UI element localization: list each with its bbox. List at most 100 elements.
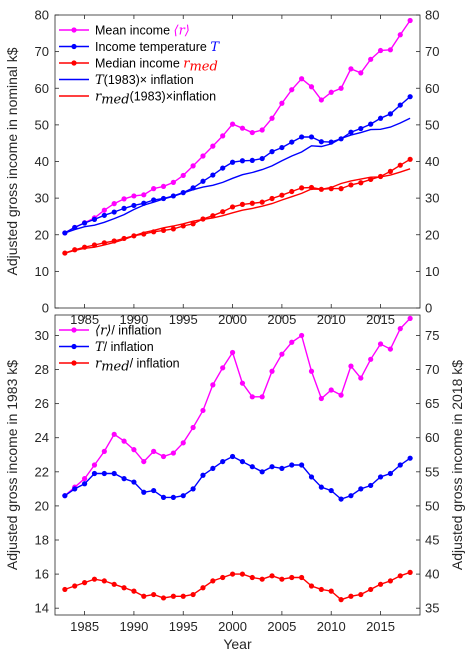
right-y-axis-label: Adjusted gross income in 2018 k$ xyxy=(449,360,465,570)
legend-swatch-marker xyxy=(71,43,77,50)
data-point xyxy=(377,47,384,54)
data-point xyxy=(289,188,295,195)
data-point xyxy=(210,382,216,388)
data-point xyxy=(131,447,137,453)
right-y-tick-label: 45 xyxy=(425,533,439,548)
y-tick-label: 14 xyxy=(35,601,49,616)
data-point xyxy=(269,573,275,579)
data-point xyxy=(249,574,255,581)
right-y-tick-label: 50 xyxy=(425,117,439,132)
data-point xyxy=(101,212,107,218)
series-4 xyxy=(64,117,411,234)
data-point xyxy=(407,17,413,24)
right-y-tick-label: 0 xyxy=(425,301,432,316)
data-point xyxy=(151,448,157,454)
data-point xyxy=(239,380,246,386)
data-point xyxy=(249,157,255,164)
data-point xyxy=(101,578,107,584)
data-point xyxy=(289,87,295,93)
x-tick-label: 2010 xyxy=(317,312,346,327)
data-point xyxy=(111,470,117,477)
data-point xyxy=(141,192,147,198)
right-y-tick-label: 75 xyxy=(425,328,439,343)
x-tick-label: 1995 xyxy=(169,619,198,634)
data-point xyxy=(308,134,315,140)
data-point xyxy=(368,482,374,489)
right-y-tick-label: 40 xyxy=(425,567,439,582)
data-point xyxy=(72,486,78,492)
data-point xyxy=(111,581,117,587)
data-point xyxy=(220,133,226,139)
data-point xyxy=(170,226,176,232)
data-point xyxy=(200,153,206,159)
data-point xyxy=(151,186,157,192)
data-point xyxy=(377,115,384,121)
data-point xyxy=(348,129,354,135)
series-3 xyxy=(62,569,413,603)
right-y-tick-label: 65 xyxy=(425,396,439,411)
right-y-tick-label: 70 xyxy=(425,44,439,59)
y-tick-label: 28 xyxy=(35,362,49,377)
data-point xyxy=(91,576,98,582)
legend-entry: Income temperature T xyxy=(95,40,220,55)
data-point xyxy=(348,182,354,188)
data-point xyxy=(249,394,255,400)
data-point xyxy=(91,470,98,477)
data-point xyxy=(318,97,324,103)
data-point xyxy=(190,486,196,492)
data-point xyxy=(308,84,315,90)
data-point xyxy=(279,192,285,198)
data-point xyxy=(229,349,236,356)
data-point xyxy=(229,159,236,165)
data-point xyxy=(328,387,334,393)
plot-frame xyxy=(54,314,421,616)
data-point xyxy=(239,125,246,131)
data-point xyxy=(318,395,324,402)
data-point xyxy=(387,470,394,477)
data-point xyxy=(377,474,384,480)
data-point xyxy=(259,127,265,133)
y-tick-label: 20 xyxy=(35,227,49,242)
x-tick-label: 2000 xyxy=(218,619,247,634)
data-point xyxy=(358,591,364,598)
legend-swatch-marker xyxy=(71,27,77,33)
legend-entry: rmed/ inflation xyxy=(95,357,180,375)
data-point xyxy=(299,462,305,468)
right-y-tick-label: 60 xyxy=(425,430,439,445)
data-point xyxy=(180,493,186,499)
data-point xyxy=(170,593,176,599)
data-point xyxy=(397,162,403,168)
data-point xyxy=(387,346,394,352)
data-point xyxy=(111,201,117,207)
series-1 xyxy=(62,315,413,499)
data-point xyxy=(368,121,374,127)
y-tick-label: 22 xyxy=(35,464,49,479)
data-point xyxy=(111,431,117,437)
data-point xyxy=(328,487,334,494)
data-point xyxy=(387,47,394,53)
data-point xyxy=(308,583,315,589)
y-tick-label: 0 xyxy=(42,301,49,316)
data-point xyxy=(299,185,305,191)
data-point xyxy=(239,571,246,577)
legend-swatch-marker xyxy=(71,360,77,366)
data-point xyxy=(387,111,394,117)
data-point xyxy=(170,494,176,500)
data-point xyxy=(121,196,127,202)
data-point xyxy=(160,453,167,460)
right-y-tick-label: 35 xyxy=(425,601,439,616)
data-point xyxy=(239,201,246,207)
data-point xyxy=(338,597,344,603)
x-axis-label: Year xyxy=(223,636,252,652)
legend-swatch-marker xyxy=(71,343,77,350)
data-point xyxy=(111,209,117,215)
y-tick-label: 40 xyxy=(35,154,49,169)
data-point xyxy=(249,200,255,206)
data-point xyxy=(121,476,127,482)
data-point xyxy=(368,56,374,62)
data-point xyxy=(249,129,255,136)
legend-entry: Median income rmed xyxy=(95,57,218,75)
data-point xyxy=(407,569,413,575)
y-tick-label: 50 xyxy=(35,117,49,132)
